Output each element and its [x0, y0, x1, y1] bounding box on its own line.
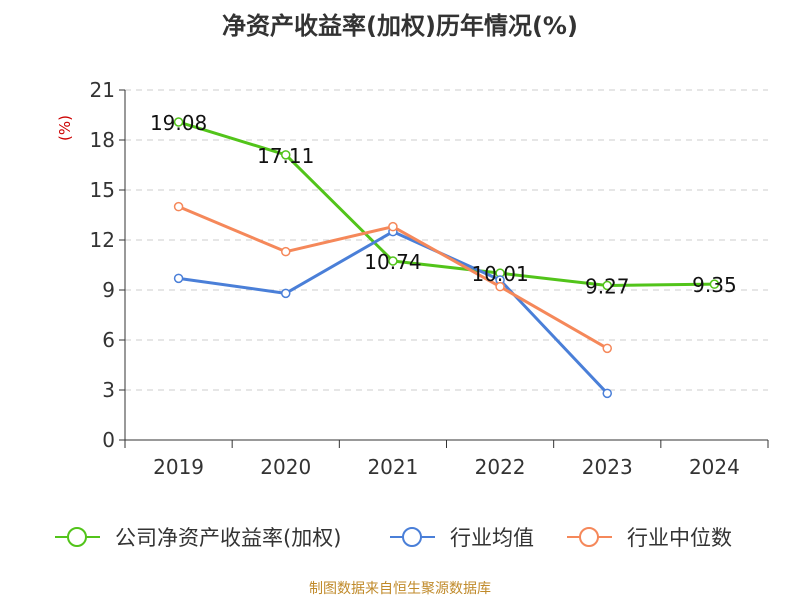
y-axis-unit-label: (%)	[56, 115, 74, 141]
data-point	[388, 256, 398, 266]
y-tick-label: 6	[102, 328, 115, 352]
data-label: 19.08	[150, 111, 207, 135]
data-source-note: 制图数据来自恒生聚源数据库	[309, 581, 491, 597]
data-label: 10.01	[471, 262, 528, 286]
x-tick-label: 2024	[689, 455, 740, 479]
gridlines	[125, 89, 768, 391]
x-tick-label: 2020	[260, 455, 311, 479]
data-label: 9.27	[585, 275, 630, 299]
data-point	[602, 388, 612, 399]
y-tick-label: 18	[90, 128, 115, 152]
y-tick-label: 12	[90, 228, 115, 252]
data-point	[602, 343, 612, 354]
data-label: 17.11	[257, 144, 314, 168]
data-point	[281, 150, 291, 160]
series-line-0	[178, 120, 715, 287]
y-tick-label: 15	[90, 178, 115, 202]
x-tick-label: 2021	[367, 455, 418, 479]
x-tick-label: 2023	[582, 455, 633, 479]
x-tick-label: 2019	[153, 455, 204, 479]
x-tick-label: 2022	[475, 455, 526, 479]
legend-marker	[67, 527, 87, 547]
data-point	[281, 288, 291, 299]
legend-label: 行业中位数	[627, 526, 732, 550]
data-point	[173, 201, 184, 212]
data-point	[281, 246, 291, 257]
axes: 0 3 6 9 12 15 18 21 (%) 2019 2020 2021 2022 2023 2024	[56, 78, 769, 479]
y-tick-label: 3	[102, 378, 115, 402]
series-lines	[173, 117, 720, 399]
data-label: 9.35	[692, 273, 737, 297]
legend-marker	[579, 527, 599, 547]
y-tick-label: 9	[102, 278, 115, 302]
data-labels: 19.08 17.11 10.74 10.01 9.27 9.35	[150, 111, 737, 299]
data-point	[388, 221, 398, 232]
chart-title: 净资产收益率(加权)历年情况(%)	[222, 12, 578, 40]
y-tick-label: 21	[90, 78, 115, 102]
legend-label: 行业均值	[450, 526, 534, 550]
legend-label: 公司净资产收益率(加权)	[115, 526, 341, 550]
y-tick-label: 0	[102, 428, 115, 452]
data-point	[709, 279, 720, 289]
legend: 公司净资产收益率(加权) 行业均值 行业中位数	[55, 526, 732, 550]
legend-marker	[402, 527, 422, 547]
data-point	[173, 117, 184, 127]
data-point	[602, 280, 612, 291]
data-point	[495, 281, 505, 292]
data-point	[173, 273, 184, 284]
data-label: 10.74	[364, 250, 421, 274]
